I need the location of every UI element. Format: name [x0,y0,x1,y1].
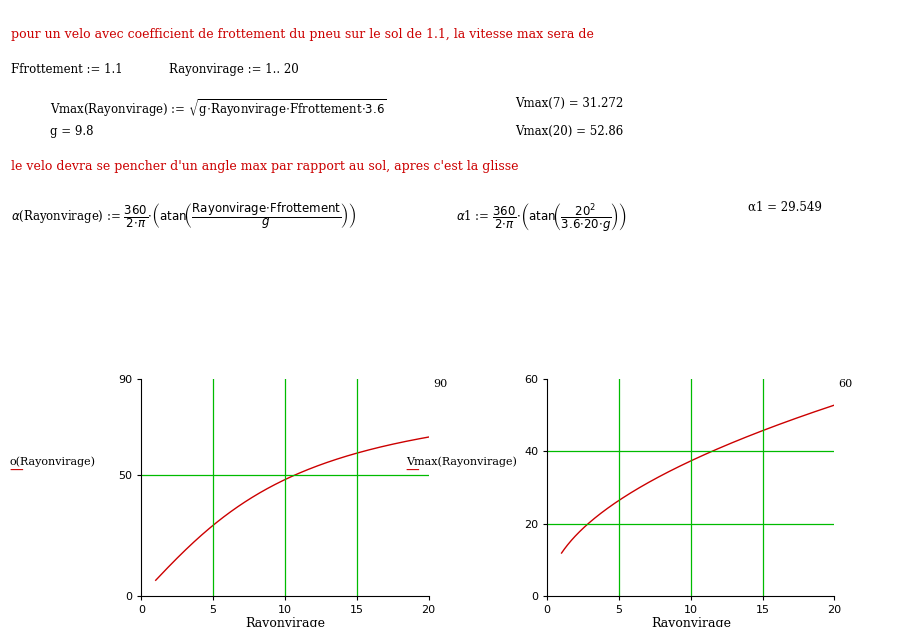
Text: Vmax(7) = 31.272: Vmax(7) = 31.272 [515,97,623,110]
Text: g = 9.8: g = 9.8 [50,125,94,139]
Text: $\alpha$(Rayonvirage) := $\dfrac{360}{2{\cdot}\pi}{\cdot}\left(\mathrm{atan}\!\l: $\alpha$(Rayonvirage) := $\dfrac{360}{2{… [11,201,356,231]
Text: le velo devra se pencher d'un angle max par rapport au sol, apres c'est la gliss: le velo devra se pencher d'un angle max … [11,160,517,173]
Text: —: — [9,464,23,478]
Text: Vmax(Rayonvirage) := $\sqrt{\mathregular{g{\cdot}Rayonvirage{\cdot}Ffrottement}{: Vmax(Rayonvirage) := $\sqrt{\mathregular… [50,97,386,119]
X-axis label: Rayonvirage: Rayonvirage [650,618,730,627]
Text: Vmax(20) = 52.86: Vmax(20) = 52.86 [515,125,623,139]
Text: $\alpha$1 := $\dfrac{360}{2{\cdot}\pi}{\cdot}\left(\mathrm{atan}\!\left(\dfrac{2: $\alpha$1 := $\dfrac{360}{2{\cdot}\pi}{\… [456,201,627,233]
Text: o(Rayonvirage): o(Rayonvirage) [9,456,95,467]
X-axis label: Rayonvirage: Rayonvirage [245,618,324,627]
Text: α1 = 29.549: α1 = 29.549 [747,201,821,214]
Text: Rayonvirage := 1.. 20: Rayonvirage := 1.. 20 [169,63,298,76]
Text: Vmax(Rayonvirage): Vmax(Rayonvirage) [405,456,517,467]
Text: Ffrottement := 1.1: Ffrottement := 1.1 [11,63,122,76]
Text: —: — [405,464,419,478]
Text: pour un velo avec coefficient de frottement du pneu sur le sol de 1.1, la vitess: pour un velo avec coefficient de frottem… [11,28,593,41]
Text: 60: 60 [838,379,852,389]
Text: 90: 90 [433,379,446,389]
